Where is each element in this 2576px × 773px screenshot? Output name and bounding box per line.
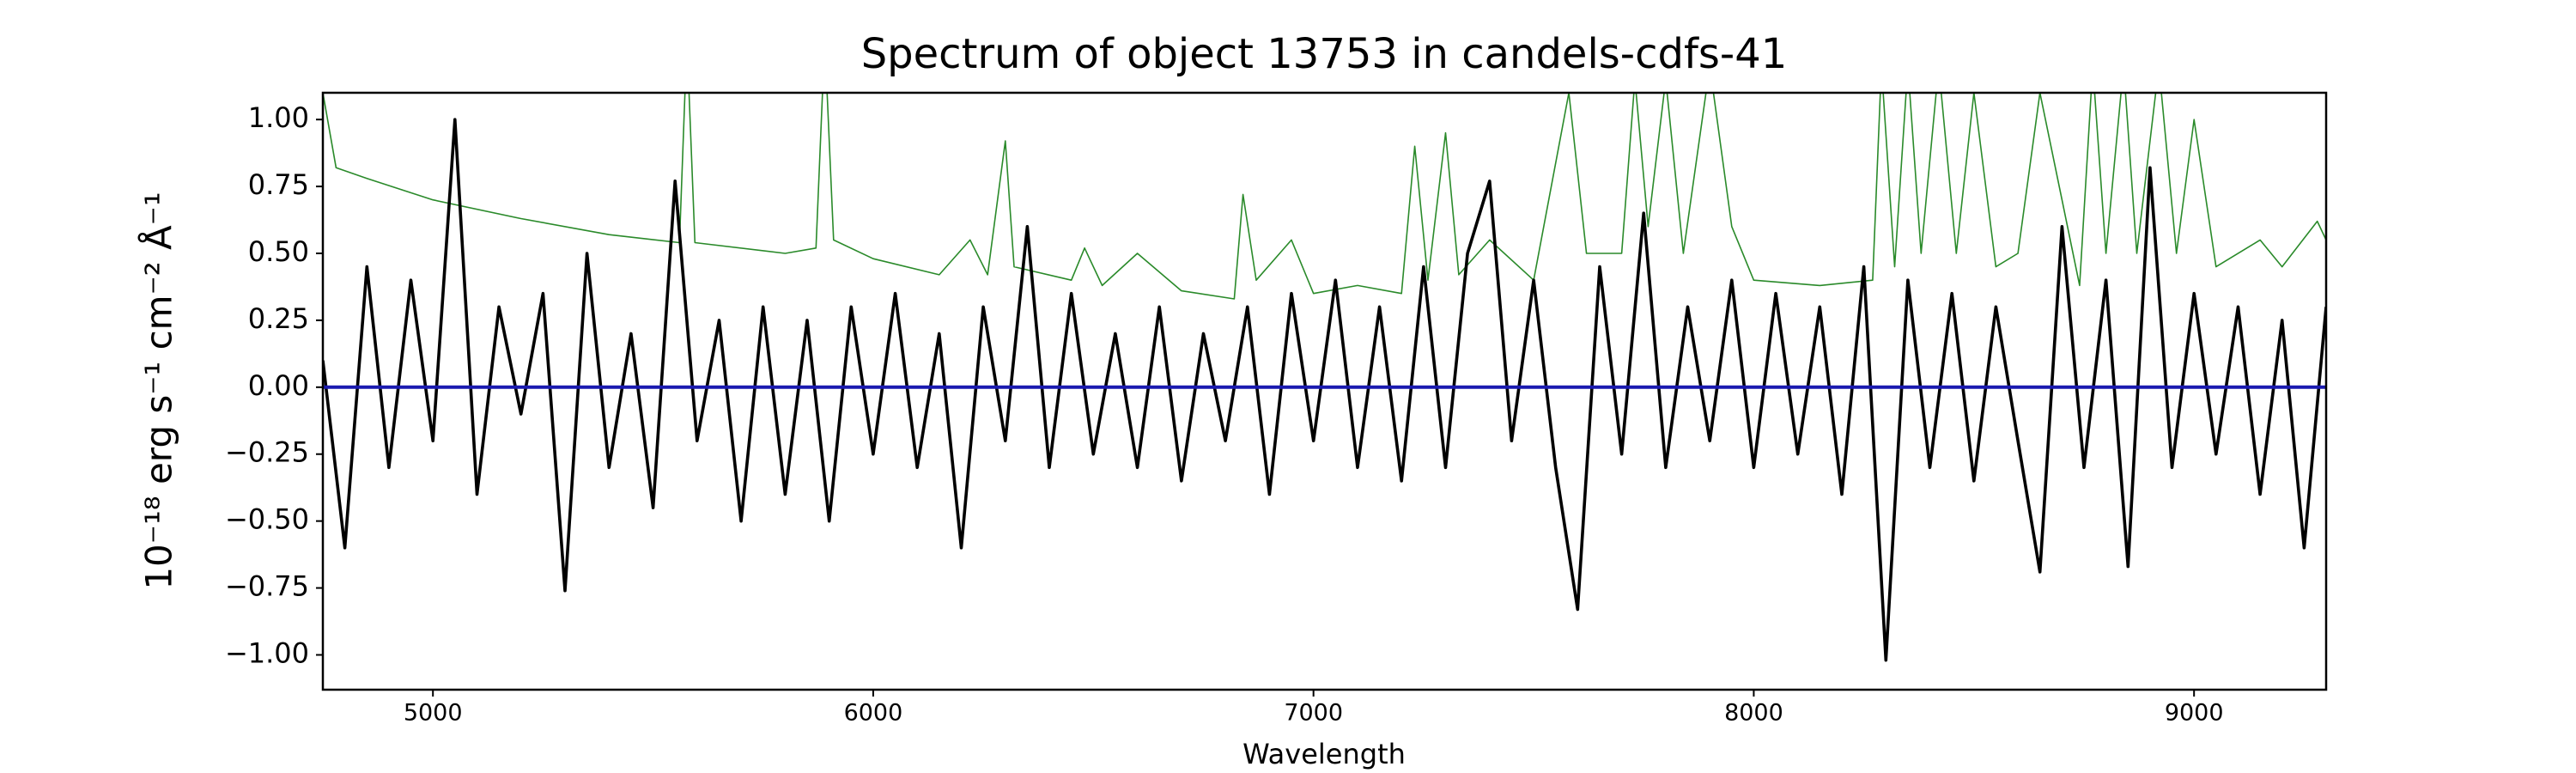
y-axis-label: 10⁻¹⁸ erg s⁻¹ cm⁻² Å⁻¹ [137, 192, 180, 589]
y-tick-label: −1.00 [225, 636, 309, 669]
y-tick-label: 1.00 [248, 101, 309, 134]
chart-title: Spectrum of object 13753 in candels-cdfs… [861, 30, 1788, 78]
x-tick-label: 8000 [1724, 700, 1783, 727]
y-tick-label: −0.25 [225, 436, 309, 469]
x-tick-label: 6000 [844, 700, 903, 727]
y-tick-label: 0.00 [248, 369, 309, 402]
y-tick-label: 0.75 [248, 168, 309, 201]
plot-area [323, 93, 2326, 662]
y-tick-label: 0.25 [248, 302, 309, 335]
y-tick-label: 0.50 [248, 235, 309, 268]
axes-frame [321, 91, 2328, 691]
x-tick-label: 7000 [1284, 700, 1343, 727]
x-axis-label: Wavelength [1242, 738, 1406, 770]
spectrum-line [323, 118, 2326, 662]
y-tick-label: −0.50 [225, 503, 309, 536]
y-tick-label: −0.75 [225, 570, 309, 603]
x-tick-label: 9000 [2165, 700, 2224, 727]
x-tick-label: 5000 [404, 700, 463, 727]
